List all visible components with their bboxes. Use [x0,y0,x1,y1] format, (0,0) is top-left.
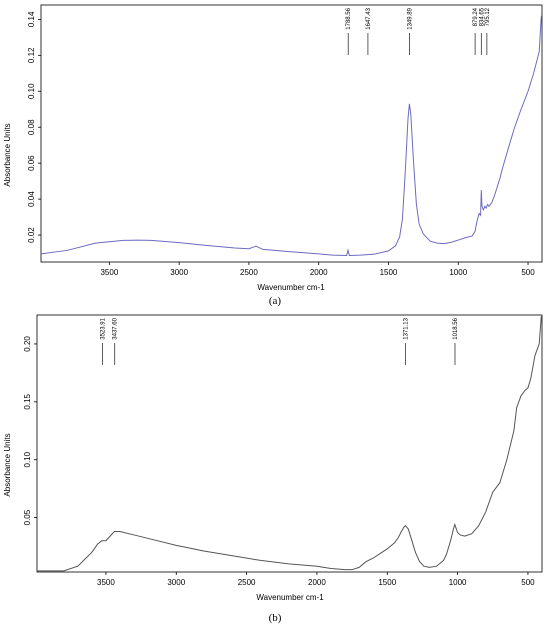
panel-b-caption-label: (b) [269,612,282,624]
panel-a-x-tick-label: 2000 [310,268,328,277]
panel-a-x-tick-label: 3000 [170,268,188,277]
panel-b-x-ticks: 3500 3000 2500 2000 1500 1000 500 [97,572,535,587]
panel-b-y-tick-label: 0.10 [23,451,32,467]
panel-b-peak-label: 1018.56 [453,317,459,339]
panel-a-x-tick-label: 500 [521,268,535,277]
panel-a: 0.02 0.04 0.06 0.08 0.10 0.12 0.14 3500 3000 250… [3,4,543,307]
panel-a-y-axis-label: Absorbance Units [3,123,12,186]
panel-a-spectrum-line [40,15,542,257]
panel-b-y-ticks: 0.05 0.10 0.15 0.20 [23,336,37,525]
panel-a-caption-label: (a) [269,295,282,307]
panel-a-x-tick-label: 3500 [100,268,118,277]
panel-a-x-tick-label: 2500 [240,268,258,277]
panel-a-y-tick-label: 0.08 [27,119,36,135]
panel-b-peak-label: 3523.91 [101,317,107,339]
panel-b-y-tick-label: 0.15 [23,393,32,409]
panel-a-frame [40,4,543,263]
panel-a-peak-label: 1788.56 [346,7,352,29]
panel-b-peak-markers: 3523.91 3437.60 1371.13 1018.56 [101,317,459,365]
panel-b-x-tick-label: 500 [521,578,535,587]
panel-b-peak-label: 1371.13 [403,317,409,339]
panel-b-frame [36,314,543,573]
panel-b-x-tick-label: 2500 [238,578,256,587]
panel-b-x-tick-label: 3500 [97,578,115,587]
panel-b-spectrum-line [37,316,542,572]
panel-a-peak-label: 834.65 [479,7,485,26]
panel-a-y-tick-label: 0.12 [27,47,36,63]
panel-a-peak-label: 1349.89 [407,7,413,29]
panel-b-x-tick-label: 2000 [308,578,326,587]
panel-a-peak-label: 879.24 [473,7,479,26]
panel-b-x-tick-label: 3000 [167,578,185,587]
panel-a-y-tick-label: 0.14 [27,11,36,27]
panel-b-x-axis-label: Wavenumber cm-1 [256,593,324,602]
panel-a-x-ticks: 3500 3000 2500 2000 1500 1000 500 [100,262,535,277]
panel-b: 0.05 0.10 0.15 0.20 3500 3000 2500 2000 1500 100… [3,314,543,624]
panel-b-peak-label: 3437.60 [113,317,119,339]
panel-b-x-tick-label: 1000 [449,578,467,587]
panel-b-y-tick-label: 0.05 [23,509,32,525]
panel-a-peak-label: 795.12 [485,7,491,26]
panel-b-y-axis-label: Absorbance Units [3,433,12,496]
panel-a-y-ticks: 0.02 0.04 0.06 0.08 0.10 0.12 0.14 [27,11,41,243]
panel-a-y-tick-label: 0.10 [27,83,36,99]
panel-a-y-tick-label: 0.02 [27,227,36,243]
panel-a-y-tick-label: 0.06 [27,155,36,171]
panel-b-y-tick-label: 0.20 [23,336,32,352]
panel-b-x-tick-label: 1500 [378,578,396,587]
panel-a-peak-markers: 1788.56 1647.43 1349.89 879.24 834.65 795.12 [346,7,491,55]
panel-a-y-tick-label: 0.04 [27,191,36,207]
panel-a-peak-label: 1647.43 [366,7,372,29]
panel-a-x-tick-label: 1000 [449,268,467,277]
panel-a-x-tick-label: 1500 [380,268,398,277]
panel-a-x-axis-label: Wavenumber cm-1 [257,283,325,292]
